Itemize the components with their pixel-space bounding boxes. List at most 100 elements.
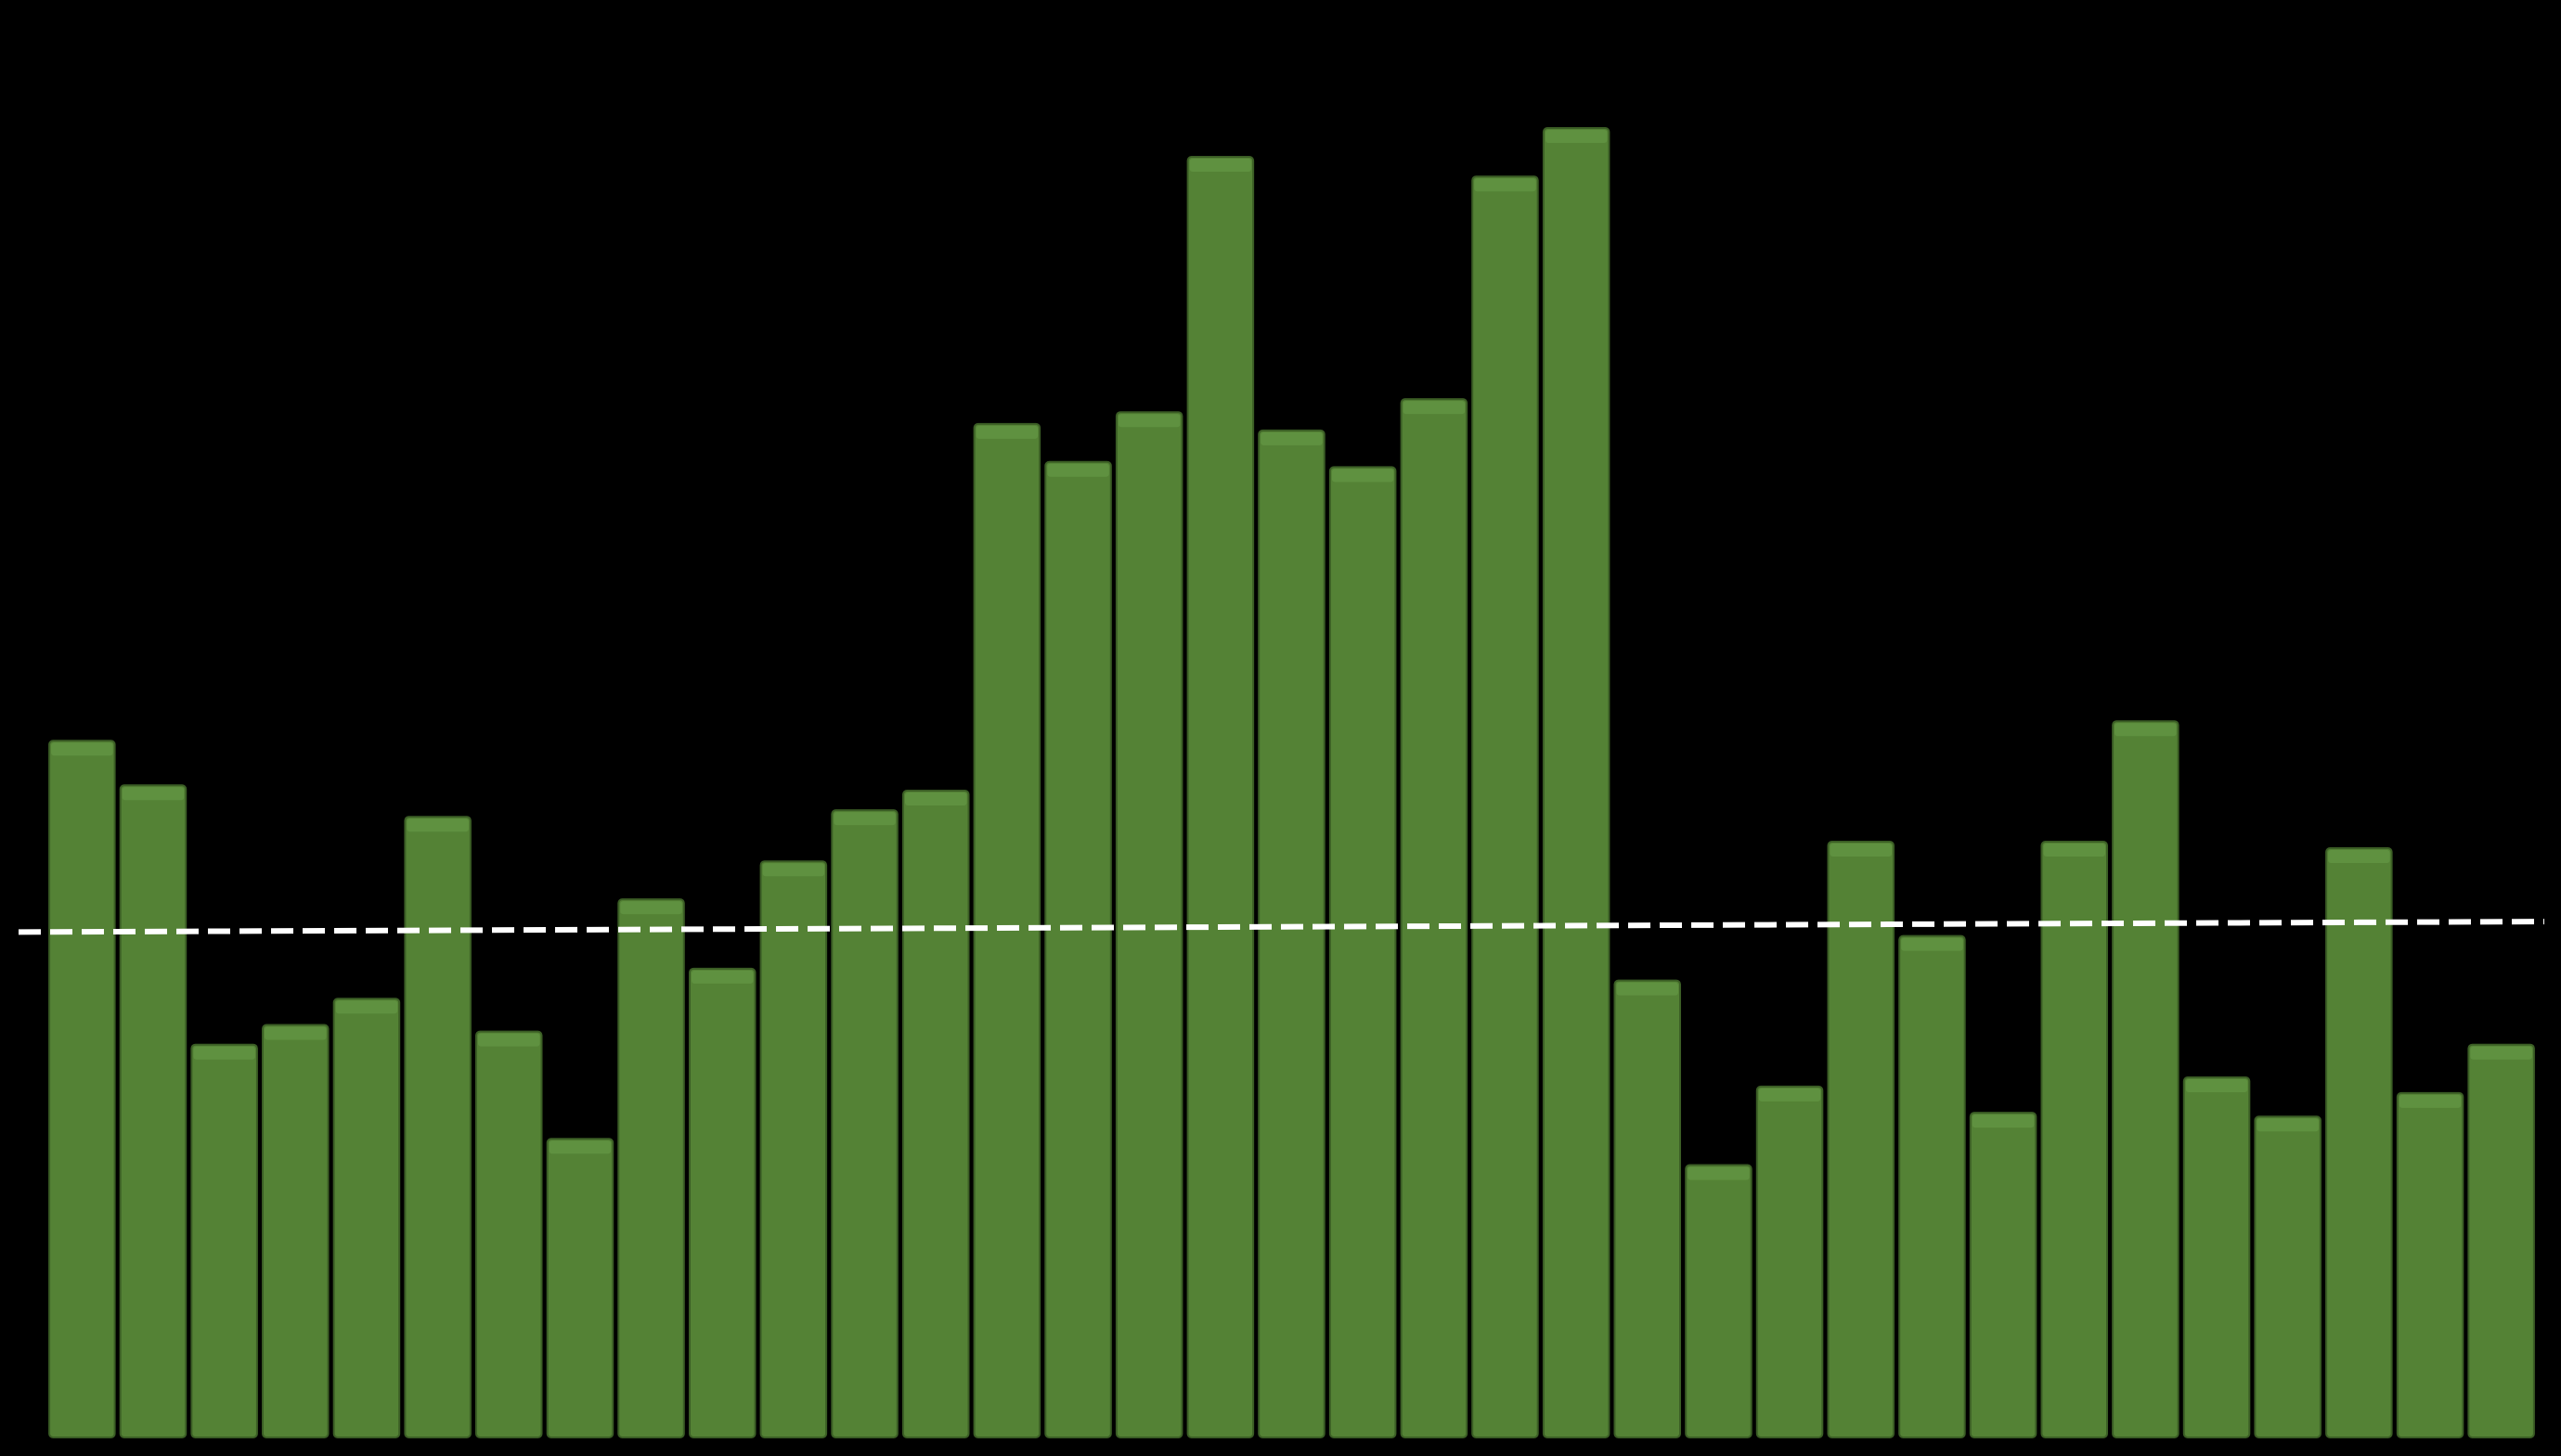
bar-highlight <box>834 812 896 826</box>
bar-24 <box>1685 1164 1753 1438</box>
bar-highlight <box>1972 1115 2035 1128</box>
bar-highlight <box>2328 850 2390 863</box>
bar-highlight <box>905 792 967 805</box>
bar-highlight <box>762 863 825 877</box>
bar-highlight <box>335 1000 398 1014</box>
bar-12 <box>831 809 899 1438</box>
bar-rect <box>1613 979 1681 1438</box>
bar-13 <box>902 790 970 1438</box>
bar-rect <box>759 860 828 1438</box>
bar-17 <box>1186 156 1255 1438</box>
bar-rect <box>332 998 401 1439</box>
bar-1 <box>48 740 116 1438</box>
bar-11 <box>759 860 828 1438</box>
bar-10 <box>689 967 757 1439</box>
bar-highlight <box>1403 401 1466 415</box>
bar-highlight <box>1331 469 1394 483</box>
bar-highlight <box>2115 723 2177 737</box>
bar-rect <box>831 809 899 1438</box>
bar-highlight <box>51 742 113 756</box>
bar-rect <box>902 790 970 1438</box>
bar-4 <box>262 1024 330 1438</box>
bar-rect <box>2467 1043 2535 1438</box>
bar-22 <box>1542 127 1610 1438</box>
bar-rect <box>1044 460 1112 1438</box>
bar-26 <box>1827 841 1895 1438</box>
bar-rect <box>262 1024 330 1438</box>
bar-7 <box>475 1030 543 1438</box>
bar-18 <box>1258 429 1326 1438</box>
bar-rect <box>2254 1115 2322 1439</box>
trendline <box>18 919 2545 935</box>
bar-highlight <box>1758 1088 1821 1102</box>
bar-rect <box>190 1043 258 1438</box>
bar-rect <box>2325 847 2393 1438</box>
bar-rect <box>1186 156 1255 1438</box>
bar-33 <box>2325 847 2393 1438</box>
bar-2 <box>119 784 188 1438</box>
bar-highlight <box>122 787 185 801</box>
bar-highlight <box>1118 414 1181 428</box>
bar-highlight <box>1545 130 1608 143</box>
bar-highlight <box>1047 463 1109 477</box>
bar-highlight <box>1901 937 1963 951</box>
bar-rect <box>2112 720 2179 1438</box>
bar-25 <box>1755 1085 1824 1439</box>
bar-highlight <box>2043 844 2105 857</box>
bar-20 <box>1400 398 1468 1439</box>
bar-rect <box>1400 398 1468 1439</box>
trendline-layer <box>18 919 2545 935</box>
bar-3 <box>190 1043 258 1438</box>
bar-29 <box>2040 841 2108 1438</box>
bar-rect <box>1755 1085 1824 1439</box>
bar-highlight <box>1616 982 1678 996</box>
bar-rect <box>1258 429 1326 1438</box>
bar-rect <box>1685 1164 1753 1438</box>
bar-9 <box>617 898 685 1438</box>
bar-highlight <box>407 818 469 832</box>
bar-34 <box>2396 1091 2464 1439</box>
bar-rect <box>1827 841 1895 1438</box>
bar-31 <box>2182 1076 2251 1438</box>
bar-32 <box>2254 1115 2322 1439</box>
bar-highlight <box>1261 432 1323 445</box>
bar-rect <box>546 1138 614 1439</box>
bar-8 <box>546 1138 614 1439</box>
bar-16 <box>1115 411 1183 1439</box>
bar-highlight <box>2185 1079 2248 1092</box>
bar-highlight <box>1474 178 1536 192</box>
bar-highlight <box>549 1140 612 1154</box>
bar-27 <box>1898 934 1966 1438</box>
bar-highlight <box>1189 159 1252 172</box>
bar-rect <box>475 1030 543 1438</box>
bar-rect <box>1542 127 1610 1438</box>
bar-rect <box>2396 1091 2464 1439</box>
bar-highlight <box>620 901 682 915</box>
bar-23 <box>1613 979 1681 1438</box>
bar-highlight <box>478 1033 540 1047</box>
bar-rect <box>689 967 757 1439</box>
bar-5 <box>332 998 401 1439</box>
bar-rect <box>1115 411 1183 1439</box>
bar-highlight <box>265 1026 327 1040</box>
bar-highlight <box>1688 1166 1750 1180</box>
bar-rect <box>1969 1112 2037 1438</box>
bar-rect <box>617 898 685 1438</box>
bar-rect <box>404 816 472 1438</box>
bar-rect <box>2182 1076 2251 1438</box>
bar-highlight <box>2399 1094 2462 1108</box>
bar-15 <box>1044 460 1112 1438</box>
bars-layer <box>48 127 2535 1439</box>
bar-28 <box>1969 1112 2037 1438</box>
bar-highlight <box>193 1046 255 1060</box>
bar-rect <box>119 784 188 1438</box>
bar-35 <box>2467 1043 2535 1438</box>
bar-rect <box>1471 175 1539 1439</box>
bar-rect <box>1898 934 1966 1438</box>
bar-highlight <box>692 970 754 984</box>
bar-21 <box>1471 175 1539 1439</box>
bar-rect <box>1328 466 1397 1438</box>
bar-rect <box>2040 841 2108 1438</box>
